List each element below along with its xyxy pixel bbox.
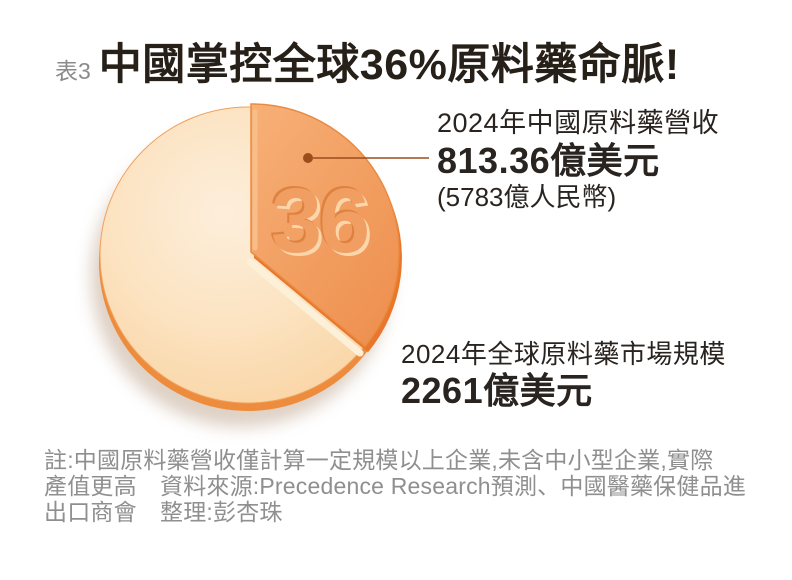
title-row: 表3 中國掌控全球36%原料藥命脈! bbox=[55, 30, 680, 92]
callout-global-value: 2261億美元 bbox=[401, 370, 593, 411]
callout-china-value: 813.36億美元 bbox=[437, 140, 660, 181]
leader-dot bbox=[303, 153, 313, 163]
footnote-line-3: 出口商會 整理:彭杏珠 bbox=[44, 499, 283, 525]
pie-chart: 36 36 36 bbox=[91, 103, 429, 427]
pie-slice-value-shadow: 36 bbox=[269, 168, 365, 270]
table-number-tag: 表3 bbox=[55, 58, 91, 84]
page-title: 中國掌控全球36%原料藥命脈! bbox=[98, 41, 680, 89]
callout-global: 2024年全球原料藥市場規模 2261億美元 bbox=[401, 338, 726, 412]
pie-slice-china bbox=[250, 103, 400, 348]
callout-china: 2024年中國原料藥營收 813.36億美元 (5783億人民幣) bbox=[437, 106, 719, 213]
callout-global-label: 2024年全球原料藥市場規模 bbox=[401, 339, 726, 369]
callout-china-label: 2024年中國原料藥營收 bbox=[437, 108, 720, 138]
pie-slice-value-highlight: 36 bbox=[274, 173, 370, 275]
callout-china-sub: (5783億人民幣) bbox=[437, 182, 617, 212]
pie-slice-value: 36 bbox=[271, 170, 367, 272]
groove-highlight bbox=[246, 258, 364, 357]
footnote: 註:中國原料藥營收僅計算一定規模以上企業,未含中小型企業,實際 產值更高 資料來… bbox=[44, 447, 769, 525]
footnote-line-2: 產值更高 資料來源:Precedence Research預測、中國醫藥保健品進 bbox=[44, 473, 746, 499]
footnote-line-1: 註:中國原料藥營收僅計算一定規模以上企業,未含中小型企業,實際 bbox=[44, 447, 714, 473]
